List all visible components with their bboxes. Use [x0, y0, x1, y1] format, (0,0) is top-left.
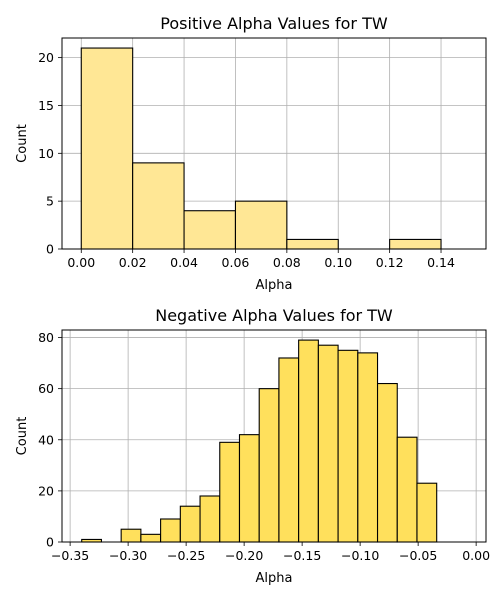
histogram-bar [389, 238, 442, 250]
histogram-bar [357, 352, 379, 543]
x-tick-label: −0.30 [109, 548, 147, 563]
x-tick-label: 0.00 [462, 548, 490, 563]
x-tick-label: 0.06 [222, 255, 250, 270]
histogram-bar [183, 210, 237, 250]
histogram-bar [219, 441, 241, 543]
y-tick-label: 5 [46, 194, 54, 209]
y-axis-label-positive: Count [15, 124, 30, 163]
y-tick-label: 15 [38, 98, 54, 113]
x-tick-label: −0.35 [51, 548, 89, 563]
x-tick-label: −0.10 [341, 548, 379, 563]
chart-negative-alpha: −0.35 −0.30 −0.25 −0.20 −0.15 −0.10 −0.05 0.00 0… [15, 306, 490, 586]
x-axis-label-positive: Alpha [256, 278, 293, 293]
y-tick-label: 0 [46, 535, 54, 550]
x-tick-label: −0.25 [167, 548, 205, 563]
histogram-bar [140, 533, 162, 543]
histogram-bar [234, 200, 288, 250]
x-tick-label: 0.08 [273, 255, 301, 270]
axes-frame-positive [61, 37, 487, 250]
chart-positive-alpha: 0.00 0.02 0.04 0.06 0.08 0.10 0.12 0.14 0 5 10 15 20… [15, 14, 487, 293]
histogram-bar [258, 388, 280, 543]
histogram-bar [199, 495, 221, 543]
bars-negative [81, 339, 438, 543]
x-tick-label: 0.10 [324, 255, 352, 270]
histogram-bar [337, 349, 359, 543]
histogram-bar [179, 505, 201, 543]
x-tick-label: −0.15 [283, 548, 321, 563]
y-tick-label: 60 [38, 381, 54, 396]
histogram-bar [160, 518, 181, 543]
histogram-bar [317, 344, 339, 543]
axes-frame-negative [61, 329, 487, 543]
y-tick-label: 10 [38, 146, 54, 161]
y-tick-label: 0 [46, 242, 54, 257]
x-tick-label: 0.04 [170, 255, 198, 270]
x-tick-label: −0.20 [225, 548, 263, 563]
x-tick-label: 0.14 [427, 255, 455, 270]
y-tick-label: 80 [38, 330, 54, 345]
chart-title-positive: Positive Alpha Values for TW [160, 14, 388, 33]
bars-positive [80, 47, 442, 250]
ticks-positive: 0.00 0.02 0.04 0.06 0.08 0.10 0.12 0.14 0 5 10 15 20 [38, 50, 455, 270]
ticks-negative: −0.35 −0.30 −0.25 −0.20 −0.15 −0.10 −0.05 0.00 0… [38, 330, 490, 563]
x-axis-label-negative: Alpha [256, 571, 293, 586]
histogram-bar [132, 162, 185, 250]
histogram-bar [416, 482, 438, 543]
x-tick-label: 0.00 [67, 255, 95, 270]
chart-title-negative: Negative Alpha Values for TW [155, 306, 393, 325]
histogram-bar [286, 238, 339, 250]
histogram-bar [298, 339, 319, 543]
histogram-bar [238, 434, 260, 543]
histogram-bar [120, 528, 142, 543]
x-tick-label: −0.05 [399, 548, 437, 563]
histogram-bar [396, 436, 418, 543]
y-axis-label-negative: Count [15, 417, 30, 456]
x-tick-label: 0.02 [119, 255, 147, 270]
y-tick-label: 20 [38, 50, 54, 65]
y-tick-label: 20 [38, 483, 54, 498]
y-tick-label: 40 [38, 432, 54, 447]
histogram-bar [376, 382, 398, 543]
histogram-bar [80, 47, 134, 250]
histogram-bar [278, 357, 300, 543]
x-tick-label: 0.12 [376, 255, 404, 270]
